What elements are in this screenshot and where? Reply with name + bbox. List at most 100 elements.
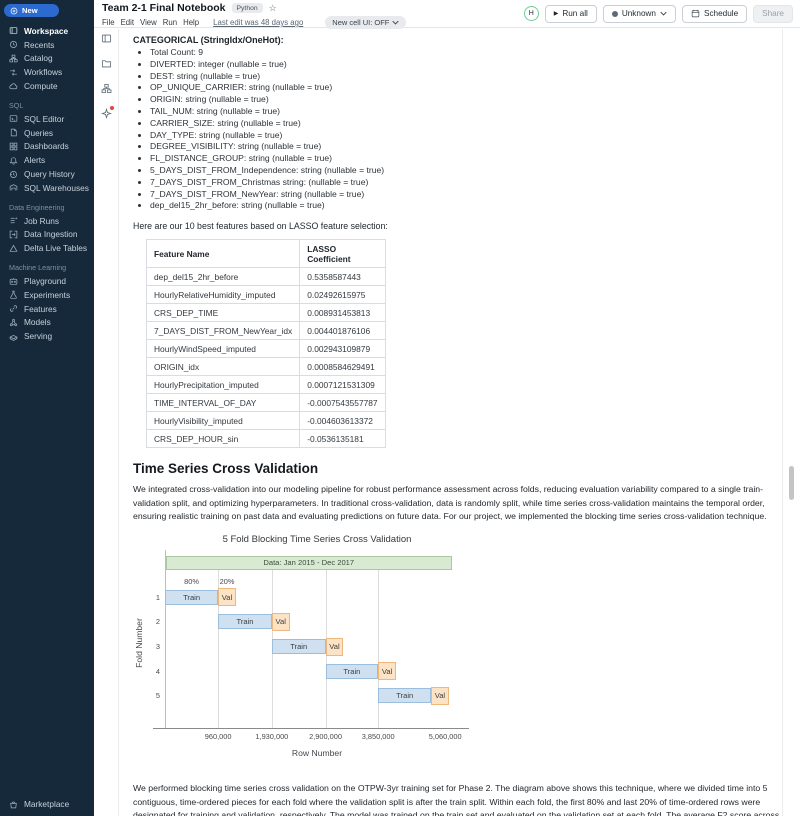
new-cell-ui-toggle[interactable]: New cell UI: OFF xyxy=(325,16,407,29)
sidebar-item-catalog[interactable]: Catalog xyxy=(0,52,94,66)
train-block-fold-4: Train xyxy=(325,663,379,679)
contents-rail-button[interactable] xyxy=(101,33,112,44)
categorical-item: 7_DAYS_DIST_FROM_Christmas string: (null… xyxy=(150,177,774,189)
sidebar-item-models[interactable]: Models xyxy=(0,316,94,330)
sidebar-item-recents[interactable]: Recents xyxy=(0,38,94,52)
sidebar-item-label: Delta Live Tables xyxy=(24,243,88,254)
models-icon xyxy=(9,318,18,327)
sidebar-item-delta-live-tables[interactable]: Delta Live Tables xyxy=(0,241,94,255)
schedule-button[interactable]: Schedule xyxy=(681,4,748,23)
assistant-icon xyxy=(100,108,112,119)
data-ingestion-icon xyxy=(9,230,18,239)
sidebar-item-label: Recents xyxy=(24,39,55,50)
user-avatar[interactable]: H xyxy=(523,6,539,21)
sidebar-item-label: Data Ingestion xyxy=(24,229,78,240)
table-row: dep_del15_2hr_before 0.5358587443 xyxy=(145,267,386,287)
categorical-item: TAIL_NUM: string (nullable = true) xyxy=(150,106,774,118)
contents-icon xyxy=(101,34,111,43)
feature-name-cell: TIME_INTERVAL_OF_DAY xyxy=(145,393,301,413)
assistant-rail-button[interactable] xyxy=(100,106,114,119)
feature-name-cell: HourlyPrecipitation_imputed xyxy=(145,375,301,395)
favorite-star-icon[interactable]: ☆ xyxy=(268,2,277,13)
feature-name-cell: HourlyRelativeHumidity_imputed xyxy=(145,285,301,305)
vertical-scrollbar[interactable] xyxy=(789,466,794,500)
menu-view[interactable]: View xyxy=(140,18,157,27)
sidebar-item-queries[interactable]: Queries xyxy=(0,126,94,140)
gridline xyxy=(218,570,220,729)
new-button[interactable]: New xyxy=(4,4,59,17)
sidebar-item-label: Workflows xyxy=(24,67,63,78)
sql-editor-icon xyxy=(9,115,18,123)
y-tick-label: 3 xyxy=(155,642,160,652)
catalog-tree-icon xyxy=(101,83,111,94)
feature-name-cell: 7_DAYS_DIST_FROM_NewYear_idx xyxy=(145,321,301,341)
categorical-item: 5_DAYS_DIST_FROM_Independence: string (n… xyxy=(150,165,774,177)
coefficient-cell: 0.008931453813 xyxy=(299,303,386,323)
menu-edit[interactable]: Edit xyxy=(120,18,135,27)
cluster-status-icon xyxy=(611,10,618,17)
lasso-intro-text: Here are our 10 best features based on L… xyxy=(133,221,388,232)
y-axis-title: Fold Number xyxy=(134,618,144,669)
x-tick-label: 3,850,000 xyxy=(361,732,395,742)
notification-dot xyxy=(109,106,114,110)
sidebar-item-playground[interactable]: Playground xyxy=(0,274,94,288)
column-header: LASSO Coefficient xyxy=(299,239,386,269)
x-axis-line xyxy=(153,728,469,730)
sidebar-item-label: Marketplace xyxy=(24,799,70,810)
folder-rail-button[interactable] xyxy=(101,58,112,69)
train-block-fold-1: Train xyxy=(165,589,219,605)
menu-help[interactable]: Help xyxy=(183,18,200,27)
menu-run[interactable]: Run xyxy=(162,18,178,27)
x-tick-label: 1,930,000 xyxy=(255,732,289,742)
train-block-fold-2: Train xyxy=(218,614,272,630)
val-percentage-label: 20% xyxy=(219,577,235,587)
calendar-icon xyxy=(691,9,700,18)
table-row: HourlyPrecipitation_imputed 0.00071215313… xyxy=(145,375,386,395)
sidebar-item-dashboards[interactable]: Dashboards xyxy=(0,140,94,154)
last-edit-link[interactable]: Last edit was 48 days ago xyxy=(213,18,304,27)
categorical-item: DAY_TYPE: string (nullable = true) xyxy=(150,130,774,142)
categorical-item: ORIGIN: string (nullable = true) xyxy=(150,94,774,106)
cluster-attach-button[interactable]: Unknown xyxy=(602,4,676,23)
coefficient-cell: 0.02492615975 xyxy=(299,285,386,305)
sidebar-item-compute[interactable]: Compute xyxy=(0,79,94,93)
sidebar-item-workspace[interactable]: Workspace xyxy=(0,24,94,38)
categorical-item: OP_UNIQUE_CARRIER: string (nullable = tr… xyxy=(150,82,774,94)
train-block-fold-3: Train xyxy=(271,639,326,655)
categorical-heading: CATEGORICAL (StringIdx/OneHot): xyxy=(133,35,284,45)
y-tick-label: 2 xyxy=(155,617,160,627)
sidebar-item-job-runs[interactable]: Job Runs xyxy=(0,214,94,228)
sidebar-item-experiments[interactable]: Experiments xyxy=(0,288,94,302)
sidebar-item-label: Serving xyxy=(24,331,53,342)
sidebar-item-label: SQL Warehouses xyxy=(24,182,89,193)
sidebar-item-marketplace[interactable]: Marketplace xyxy=(0,797,94,811)
cross-validation-chart: 5 Fold Blocking Time Series Cross Valida… xyxy=(133,532,563,775)
cross-validation-paragraph: We integrated cross-validation into our … xyxy=(133,484,767,521)
sidebar-item-data-ingestion[interactable]: Data Ingestion xyxy=(0,228,94,242)
val-block-fold-3: Val xyxy=(325,637,344,656)
categorical-item: 7_DAYS_DIST_FROM_NewYear: string (nullab… xyxy=(150,189,774,201)
run-all-button[interactable]: ▶ Run all xyxy=(544,4,597,23)
language-badge[interactable]: Python xyxy=(231,3,263,13)
query-history-icon xyxy=(10,170,17,178)
sidebar-item-workflows[interactable]: Workflows xyxy=(0,65,94,79)
sidebar-item-features[interactable]: Features xyxy=(0,302,94,316)
y-tick-label: 5 xyxy=(155,691,160,701)
sidebar-item-label: Features xyxy=(24,303,57,314)
sidebar-footer: Marketplace xyxy=(0,797,94,811)
workflows-icon xyxy=(10,69,17,76)
app-sidebar: New Workspace Recents Catalog Workflows Comp… xyxy=(0,0,94,816)
sidebar-item-serving[interactable]: Serving xyxy=(0,329,94,343)
sidebar-item-query-history[interactable]: Query History xyxy=(0,167,94,181)
sidebar-item-label: Alerts xyxy=(24,155,46,166)
playground-icon xyxy=(9,277,18,285)
menu-file[interactable]: File xyxy=(102,18,115,27)
notebook-header: Team 2-1 Final Notebook Python ☆ File Ed… xyxy=(94,0,800,29)
catalog-tree-rail-button[interactable] xyxy=(101,83,112,94)
sidebar-item-sql-warehouses[interactable]: SQL Warehouses xyxy=(0,181,94,195)
x-tick-label: 960,000 xyxy=(204,732,232,742)
sidebar-item-alerts[interactable]: Alerts xyxy=(0,153,94,167)
categorical-item: dep_del15_2hr_before: string (nullable =… xyxy=(150,200,774,212)
share-button[interactable]: Share xyxy=(753,4,793,23)
sidebar-item-sql-editor[interactable]: SQL Editor xyxy=(0,112,94,126)
